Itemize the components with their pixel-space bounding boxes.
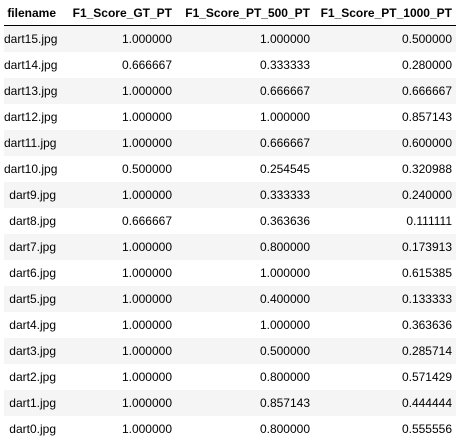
cell-f1-score-pt-1000-pt: 0.571429 bbox=[314, 364, 456, 390]
cell-f1-score-gt-pt: 1.000000 bbox=[60, 390, 176, 416]
cell-filename: dart15.jpg bbox=[4, 25, 60, 52]
cell-f1-score-pt-1000-pt: 0.600000 bbox=[314, 130, 456, 156]
cell-f1-score-gt-pt: 1.000000 bbox=[60, 130, 176, 156]
header-row: filename F1_Score_GT_PT F1_Score_PT_500_… bbox=[4, 0, 456, 26]
cell-filename: dart2.jpg bbox=[4, 364, 60, 390]
cell-f1-score-pt-1000-pt: 0.444444 bbox=[314, 390, 456, 416]
cell-filename: dart10.jpg bbox=[4, 156, 60, 182]
cell-f1-score-pt-500-pt: 0.666667 bbox=[176, 78, 314, 104]
table-row: dart14.jpg 0.666667 0.333333 0.280000 bbox=[4, 52, 456, 78]
column-header-f1-score-gt-pt: F1_Score_GT_PT bbox=[60, 0, 176, 26]
cell-filename: dart9.jpg bbox=[4, 182, 60, 208]
cell-f1-score-pt-1000-pt: 0.555556 bbox=[314, 416, 456, 442]
cell-f1-score-gt-pt: 1.000000 bbox=[60, 182, 176, 208]
column-header-f1-score-pt-500-pt: F1_Score_PT_500_PT bbox=[176, 0, 314, 26]
cell-filename: dart11.jpg bbox=[4, 130, 60, 156]
cell-f1-score-pt-1000-pt: 0.111111 bbox=[314, 208, 456, 234]
cell-f1-score-pt-1000-pt: 0.615385 bbox=[314, 260, 456, 286]
cell-f1-score-gt-pt: 1.000000 bbox=[60, 312, 176, 338]
cell-f1-score-pt-500-pt: 0.333333 bbox=[176, 52, 314, 78]
cell-filename: dart6.jpg bbox=[4, 260, 60, 286]
table-row: dart0.jpg 1.000000 0.800000 0.555556 bbox=[4, 416, 456, 442]
cell-f1-score-pt-500-pt: 1.000000 bbox=[176, 260, 314, 286]
cell-f1-score-pt-500-pt: 0.400000 bbox=[176, 286, 314, 312]
cell-f1-score-pt-500-pt: 1.000000 bbox=[176, 104, 314, 130]
table-body: dart15.jpg 1.000000 1.000000 0.500000 dart14… bbox=[4, 25, 456, 442]
table-row: dart13.jpg 1.000000 0.666667 0.666667 bbox=[4, 78, 456, 104]
cell-f1-score-pt-500-pt: 0.666667 bbox=[176, 130, 314, 156]
cell-filename: dart13.jpg bbox=[4, 78, 60, 104]
table-row: dart7.jpg 1.000000 0.800000 0.173913 bbox=[4, 234, 456, 260]
table-row: dart8.jpg 0.666667 0.363636 0.111111 bbox=[4, 208, 456, 234]
cell-filename: dart8.jpg bbox=[4, 208, 60, 234]
table-row: dart15.jpg 1.000000 1.000000 0.500000 bbox=[4, 25, 456, 52]
cell-f1-score-pt-1000-pt: 0.857143 bbox=[314, 104, 456, 130]
cell-f1-score-pt-500-pt: 0.254545 bbox=[176, 156, 314, 182]
table-row: dart6.jpg 1.000000 1.000000 0.615385 bbox=[4, 260, 456, 286]
cell-f1-score-pt-500-pt: 0.363636 bbox=[176, 208, 314, 234]
cell-filename: dart12.jpg bbox=[4, 104, 60, 130]
cell-f1-score-pt-500-pt: 0.500000 bbox=[176, 338, 314, 364]
table-row: dart11.jpg 1.000000 0.666667 0.600000 bbox=[4, 130, 456, 156]
cell-f1-score-pt-500-pt: 0.800000 bbox=[176, 234, 314, 260]
cell-f1-score-gt-pt: 0.500000 bbox=[60, 156, 176, 182]
cell-f1-score-pt-1000-pt: 0.173913 bbox=[314, 234, 456, 260]
cell-f1-score-gt-pt: 1.000000 bbox=[60, 25, 176, 52]
dataframe-table: filename F1_Score_GT_PT F1_Score_PT_500_… bbox=[4, 0, 456, 442]
column-header-f1-score-pt-1000-pt: F1_Score_PT_1000_PT bbox=[314, 0, 456, 26]
cell-f1-score-pt-1000-pt: 0.320988 bbox=[314, 156, 456, 182]
column-header-filename: filename bbox=[4, 0, 60, 26]
cell-f1-score-pt-1000-pt: 0.500000 bbox=[314, 25, 456, 52]
cell-f1-score-pt-500-pt: 1.000000 bbox=[176, 25, 314, 52]
cell-f1-score-pt-500-pt: 0.333333 bbox=[176, 182, 314, 208]
cell-f1-score-gt-pt: 0.666667 bbox=[60, 208, 176, 234]
cell-f1-score-gt-pt: 1.000000 bbox=[60, 78, 176, 104]
cell-f1-score-gt-pt: 1.000000 bbox=[60, 416, 176, 442]
cell-f1-score-pt-1000-pt: 0.285714 bbox=[314, 338, 456, 364]
cell-f1-score-pt-500-pt: 0.800000 bbox=[176, 364, 314, 390]
cell-f1-score-pt-1000-pt: 0.363636 bbox=[314, 312, 456, 338]
cell-filename: dart14.jpg bbox=[4, 52, 60, 78]
table-row: dart4.jpg 1.000000 1.000000 0.363636 bbox=[4, 312, 456, 338]
cell-f1-score-gt-pt: 1.000000 bbox=[60, 104, 176, 130]
cell-filename: dart0.jpg bbox=[4, 416, 60, 442]
cell-filename: dart3.jpg bbox=[4, 338, 60, 364]
cell-f1-score-gt-pt: 1.000000 bbox=[60, 338, 176, 364]
cell-f1-score-pt-1000-pt: 0.280000 bbox=[314, 52, 456, 78]
cell-f1-score-gt-pt: 1.000000 bbox=[60, 364, 176, 390]
table-row: dart5.jpg 1.000000 0.400000 0.133333 bbox=[4, 286, 456, 312]
cell-f1-score-pt-500-pt: 0.857143 bbox=[176, 390, 314, 416]
table-header: filename F1_Score_GT_PT F1_Score_PT_500_… bbox=[4, 0, 456, 26]
table-row: dart12.jpg 1.000000 1.000000 0.857143 bbox=[4, 104, 456, 130]
table-row: dart3.jpg 1.000000 0.500000 0.285714 bbox=[4, 338, 456, 364]
cell-f1-score-pt-1000-pt: 0.240000 bbox=[314, 182, 456, 208]
cell-f1-score-pt-500-pt: 1.000000 bbox=[176, 312, 314, 338]
table-row: dart9.jpg 1.000000 0.333333 0.240000 bbox=[4, 182, 456, 208]
cell-f1-score-gt-pt: 1.000000 bbox=[60, 260, 176, 286]
cell-f1-score-gt-pt: 1.000000 bbox=[60, 286, 176, 312]
cell-f1-score-pt-1000-pt: 0.133333 bbox=[314, 286, 456, 312]
cell-f1-score-gt-pt: 1.000000 bbox=[60, 234, 176, 260]
cell-filename: dart5.jpg bbox=[4, 286, 60, 312]
cell-filename: dart7.jpg bbox=[4, 234, 60, 260]
cell-f1-score-pt-1000-pt: 0.666667 bbox=[314, 78, 456, 104]
cell-filename: dart1.jpg bbox=[4, 390, 60, 416]
table-row: dart2.jpg 1.000000 0.800000 0.571429 bbox=[4, 364, 456, 390]
cell-filename: dart4.jpg bbox=[4, 312, 60, 338]
cell-f1-score-gt-pt: 0.666667 bbox=[60, 52, 176, 78]
cell-f1-score-pt-500-pt: 0.800000 bbox=[176, 416, 314, 442]
table-row: dart10.jpg 0.500000 0.254545 0.320988 bbox=[4, 156, 456, 182]
table-row: dart1.jpg 1.000000 0.857143 0.444444 bbox=[4, 390, 456, 416]
